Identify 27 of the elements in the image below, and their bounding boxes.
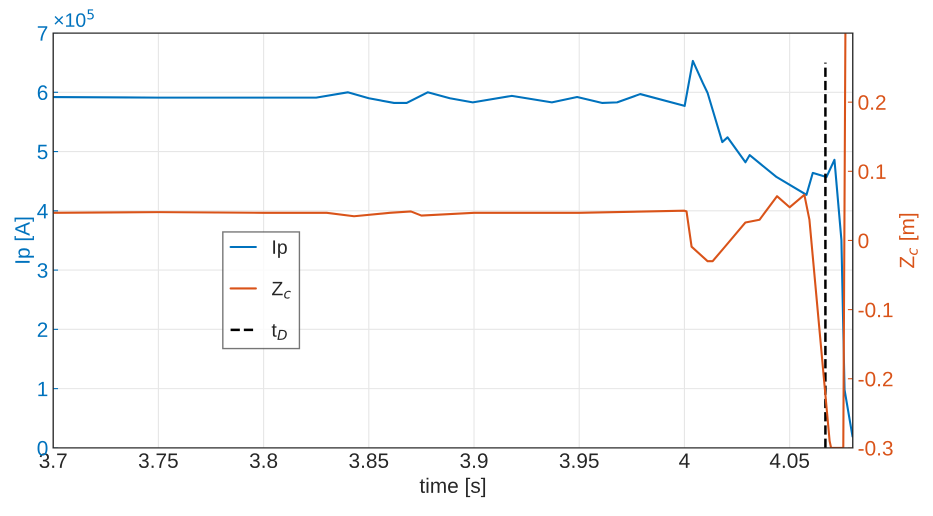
y2-tick-label: 0: [858, 233, 868, 248]
y2-tick-label: 0.2: [858, 95, 886, 110]
y2-tick-label: 0.1: [858, 164, 886, 180]
x-axis-title: time [s]: [420, 478, 486, 498]
x-tick-label: 3.9: [460, 453, 488, 468]
y-tick-label: 3: [38, 263, 48, 278]
y2-tick-label: -0.3: [858, 440, 893, 456]
x-tick-label: 4: [679, 454, 690, 468]
y-tick-label: 5: [38, 144, 48, 160]
x-tick-label: 4.05: [770, 453, 810, 468]
legend-label: Z$_{c}$: [272, 282, 291, 299]
y2-axis-title: Z$_{c}$ [m]: [899, 214, 918, 268]
y-axis-title: Ip [A]: [14, 218, 34, 263]
y-tick-label: 7: [38, 26, 48, 41]
legend-label: t$_{D}$: [272, 324, 287, 340]
legend-label: Ip: [273, 240, 287, 258]
y2-tick-label: -0.1: [858, 302, 893, 318]
y-tick-label: 2: [38, 322, 48, 337]
text: ×10$^{5}$: [54, 9, 94, 27]
y-tick-label: 4: [37, 204, 48, 218]
y2-tick-label: -0.2: [858, 372, 892, 386]
y-tick-label: 1: [38, 382, 48, 396]
x-tick-label: 3.85: [349, 453, 388, 468]
x-tick-label: 3.75: [138, 453, 178, 468]
x-tick-label: 3.8: [250, 453, 278, 468]
y-tick-label: 6: [38, 85, 48, 100]
x-tick-label: 3.95: [560, 453, 599, 468]
